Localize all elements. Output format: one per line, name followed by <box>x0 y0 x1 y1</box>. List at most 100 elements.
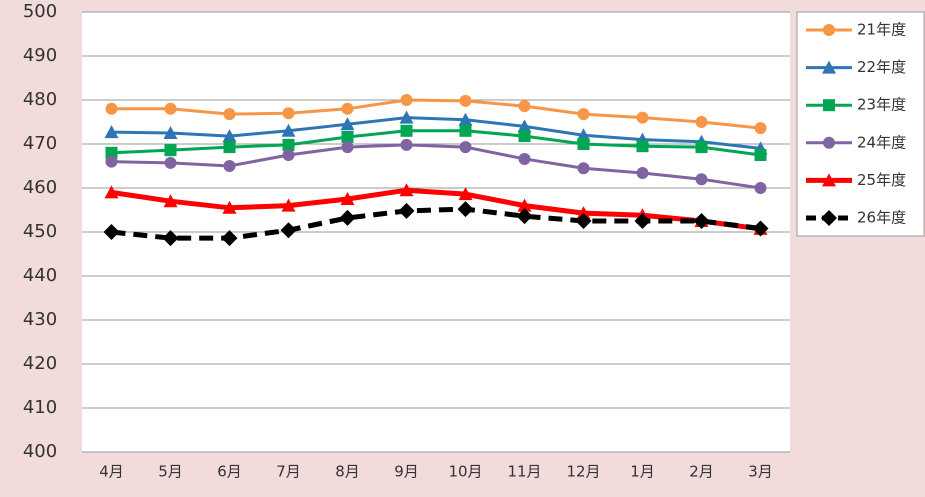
data-point <box>634 213 651 229</box>
data-point <box>459 141 472 154</box>
y-tick-label: 480 <box>23 89 57 110</box>
data-point <box>695 173 708 186</box>
data-point <box>695 141 708 154</box>
y-tick-label: 460 <box>23 177 57 198</box>
data-point <box>281 198 296 212</box>
data-point <box>517 198 532 212</box>
data-point <box>339 209 356 226</box>
data-point <box>163 194 178 208</box>
data-point <box>577 108 590 121</box>
x-tick-label: 7月 <box>276 463 301 481</box>
legend-marker <box>823 24 835 36</box>
data-point <box>400 94 413 106</box>
legend-label: 24年度 <box>857 133 906 151</box>
legend-label: 21年度 <box>857 21 906 39</box>
y-tick-label: 440 <box>23 265 57 286</box>
data-point <box>222 200 237 214</box>
data-point <box>223 160 236 172</box>
data-point <box>104 185 119 199</box>
data-point <box>695 116 708 128</box>
data-point <box>752 220 769 237</box>
data-point <box>163 126 178 139</box>
data-point <box>340 192 355 205</box>
legend-label: 26年度 <box>857 209 906 227</box>
x-tick-label: 2月 <box>689 463 714 481</box>
series-line <box>111 98 761 130</box>
series-line <box>111 129 761 157</box>
data-point <box>341 141 354 154</box>
legend-label: 25年度 <box>857 171 906 189</box>
data-point <box>341 130 354 143</box>
data-point <box>458 187 473 201</box>
data-point <box>282 138 295 151</box>
data-point <box>577 162 590 175</box>
x-tick-label: 6月 <box>217 463 242 481</box>
data-point <box>341 102 354 115</box>
data-point <box>105 146 118 159</box>
data-point <box>636 167 649 180</box>
data-point <box>518 100 531 113</box>
data-point <box>223 108 236 121</box>
series-line <box>111 187 761 232</box>
legend-label: 22年度 <box>857 58 906 76</box>
data-point <box>105 155 118 168</box>
data-point <box>162 230 179 247</box>
data-point <box>400 138 413 151</box>
data-point <box>754 182 767 194</box>
data-point <box>636 140 649 153</box>
data-point <box>222 129 237 143</box>
data-point <box>459 94 472 107</box>
data-point <box>693 213 710 229</box>
y-tick-label: 410 <box>23 397 57 418</box>
data-point <box>164 102 177 115</box>
data-point <box>282 149 295 161</box>
data-point <box>399 183 414 197</box>
data-point <box>576 128 591 142</box>
y-tick-label: 500 <box>23 1 57 22</box>
data-point <box>517 119 532 133</box>
x-tick-label: 9月 <box>394 463 419 481</box>
data-point <box>518 152 531 165</box>
x-tick-label: 5月 <box>158 463 183 481</box>
data-point <box>164 144 177 157</box>
data-point <box>280 222 297 239</box>
data-point <box>459 124 472 137</box>
series-line <box>111 116 761 150</box>
data-point <box>754 122 767 135</box>
data-point <box>340 117 355 131</box>
data-point <box>575 213 592 229</box>
x-tick-label: 3月 <box>748 463 773 481</box>
legend-marker <box>821 210 837 226</box>
legend-marker <box>823 136 835 149</box>
x-tick-label: 8月 <box>335 463 360 481</box>
data-point <box>576 206 591 220</box>
x-tick-label: 1月 <box>630 463 655 481</box>
y-tick-label: 430 <box>23 309 57 330</box>
x-tick-label: 12月 <box>566 463 600 481</box>
data-point <box>457 201 474 218</box>
legend-marker <box>823 99 835 112</box>
data-point <box>399 110 414 124</box>
x-tick-label: 11月 <box>507 463 541 481</box>
legend-marker <box>822 60 836 74</box>
data-point <box>104 125 119 139</box>
data-point <box>754 149 767 161</box>
y-tick-label: 450 <box>23 221 57 242</box>
legend-box <box>796 11 925 237</box>
data-point <box>518 130 531 143</box>
data-point <box>282 107 295 120</box>
x-tick-label: 10月 <box>448 463 482 481</box>
x-tick-label: 4月 <box>99 463 124 481</box>
data-point <box>223 141 236 154</box>
data-point <box>103 224 120 240</box>
legend-marker <box>822 173 836 187</box>
data-point <box>400 124 413 137</box>
y-tick-label: 490 <box>23 45 57 66</box>
y-tick-label: 420 <box>23 353 57 374</box>
data-point <box>398 202 415 219</box>
data-point <box>636 111 649 124</box>
data-point <box>577 138 590 150</box>
data-point <box>281 123 296 137</box>
